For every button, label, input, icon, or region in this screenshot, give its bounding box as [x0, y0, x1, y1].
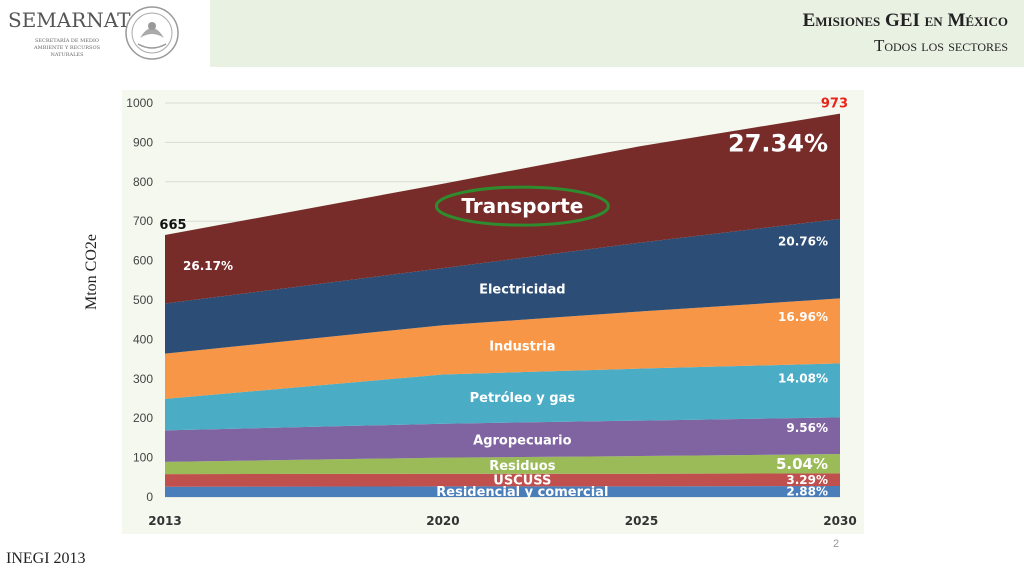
- y-tick-label: 800: [133, 175, 153, 189]
- x-tick-label: 2030: [823, 514, 856, 528]
- share-label: 5.04%: [776, 455, 828, 473]
- callout-ellipse: [434, 185, 610, 227]
- series-area: [165, 363, 840, 431]
- share-label: 2.88%: [786, 485, 828, 499]
- y-tick-label: 0: [146, 490, 153, 504]
- series-label: USCUSS: [493, 474, 551, 489]
- share-label-2013: 26.17%: [183, 259, 233, 273]
- series-area: [165, 298, 840, 399]
- series-label: Transporte: [461, 194, 583, 218]
- y-tick-label: 700: [133, 214, 153, 228]
- logo-area: SEMARNAT SECRETARÍA DE MEDIO AMBIENTE Y …: [0, 0, 210, 67]
- y-tick-label: 600: [133, 254, 153, 268]
- source-note: INEGI 2013: [6, 550, 86, 567]
- y-tick-label: 300: [133, 372, 153, 386]
- seal-icon: [125, 6, 179, 60]
- y-tick-label: 200: [133, 411, 153, 425]
- x-tick-label: 2020: [426, 514, 459, 528]
- slide-number: 2: [833, 538, 840, 550]
- series-label: Agropecuario: [473, 433, 571, 448]
- series-label: Residuos: [489, 459, 556, 474]
- series-label: Electricidad: [479, 282, 566, 297]
- page-subtitle: Todos los sectores: [873, 36, 1008, 55]
- x-tick-label: 2013: [148, 514, 181, 528]
- series-area: [165, 473, 840, 487]
- y-tick-label: 1000: [126, 96, 153, 110]
- y-tick-label: 100: [133, 451, 153, 465]
- y-tick-label: 900: [133, 135, 153, 149]
- y-axis-label: Mton CO2e: [83, 234, 100, 310]
- share-label: 9.56%: [786, 421, 828, 435]
- total-label: 973: [821, 97, 848, 112]
- series-area: [165, 485, 840, 497]
- share-label: 20.76%: [778, 234, 828, 248]
- page-title: Emisiones GEI en México: [802, 10, 1008, 31]
- share-label: 3.29%: [786, 473, 828, 487]
- x-tick-label: 2025: [625, 514, 658, 528]
- series-area: [165, 113, 840, 304]
- series-area: [165, 417, 840, 462]
- y-tick-label: 400: [133, 332, 153, 346]
- logo-wordmark: SEMARNAT: [8, 8, 131, 32]
- share-label: 14.08%: [778, 372, 828, 386]
- series-label: Industria: [489, 339, 555, 354]
- share-label: 27.34%: [728, 129, 828, 157]
- series-area: [165, 218, 840, 354]
- series-label: Residencial y comercial: [436, 485, 608, 500]
- total-label: 665: [159, 218, 186, 233]
- y-tick-label: 500: [133, 293, 153, 307]
- series-area: [165, 454, 840, 475]
- share-label: 16.96%: [778, 310, 828, 324]
- logo-subtitle: SECRETARÍA DE MEDIO AMBIENTE Y RECURSOS …: [33, 38, 101, 58]
- series-label: Petróleo y gas: [470, 391, 576, 406]
